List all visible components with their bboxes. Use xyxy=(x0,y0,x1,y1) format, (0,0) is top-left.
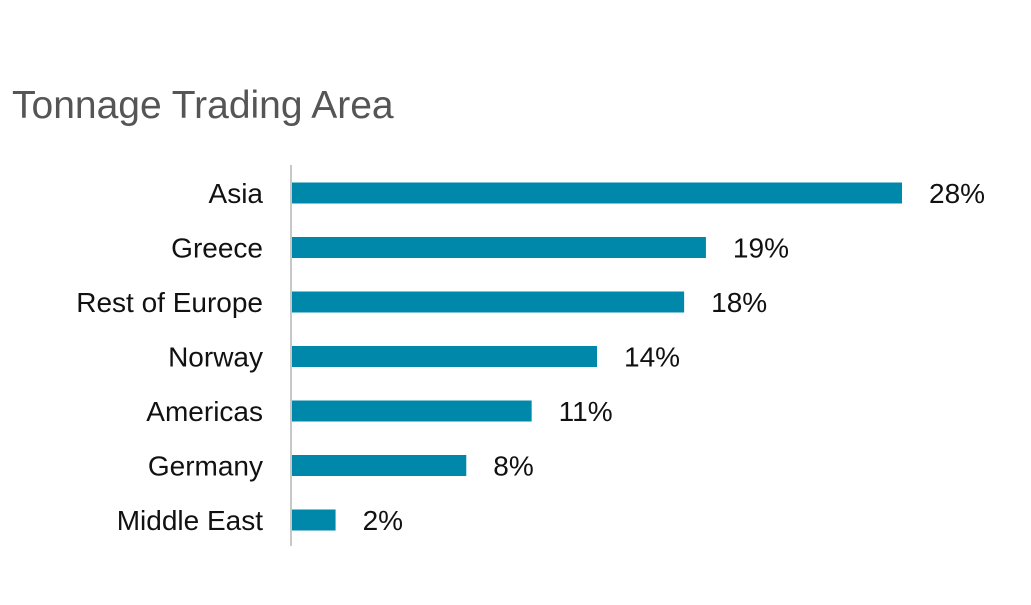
category-label: Germany xyxy=(148,451,263,482)
bar-germany xyxy=(292,455,467,476)
category-label: Asia xyxy=(209,178,264,209)
bar-americas xyxy=(292,400,532,422)
value-label: 19% xyxy=(733,233,789,264)
category-label: Greece xyxy=(171,233,263,264)
category-label: Norway xyxy=(168,342,263,373)
chart-title: Tonnage Trading Area xyxy=(12,84,394,127)
value-label: 11% xyxy=(559,396,613,427)
value-label: 8% xyxy=(493,451,533,482)
value-label: 18% xyxy=(711,287,767,318)
bar-greece xyxy=(292,237,706,258)
bar-rest-of-europe xyxy=(292,291,685,313)
category-label: Middle East xyxy=(117,505,264,536)
bar-middle-east xyxy=(292,509,336,531)
bar-norway xyxy=(292,346,597,367)
bar-asia xyxy=(292,182,902,204)
category-label: Americas xyxy=(146,396,263,427)
value-label: 14% xyxy=(624,342,680,373)
bars-group: Asia 28% Greece 19% Rest of Europe 18% Norway 1… xyxy=(76,178,985,536)
value-label: 2% xyxy=(363,505,403,536)
value-label: 28% xyxy=(929,178,985,209)
category-label: Rest of Europe xyxy=(76,287,263,318)
